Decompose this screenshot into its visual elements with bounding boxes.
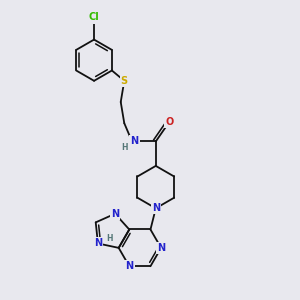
Text: N: N [130,136,139,146]
Text: Cl: Cl [89,13,99,22]
Text: N: N [152,203,160,213]
Text: H: H [106,234,112,243]
Text: N: N [94,238,102,248]
Text: H: H [121,143,128,152]
Text: S: S [121,76,128,86]
Text: O: O [165,117,173,127]
Text: N: N [111,209,119,219]
Text: N: N [157,243,165,253]
Text: N: N [125,261,133,271]
